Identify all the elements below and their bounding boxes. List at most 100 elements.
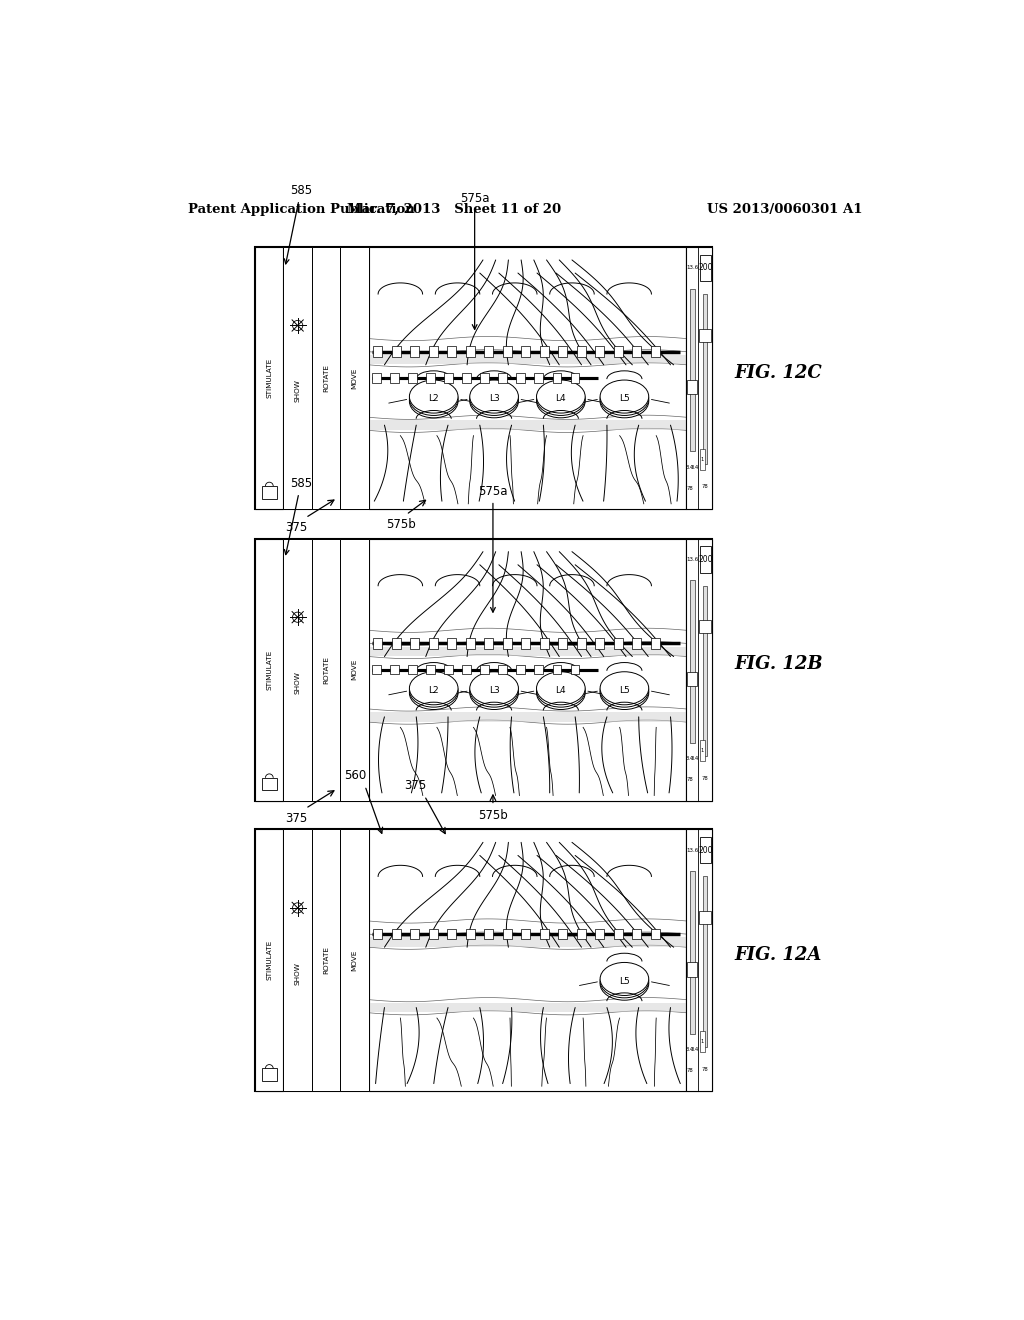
Bar (374, 346, 382, 356)
Bar (690, 581, 694, 743)
Text: 1: 1 (700, 1039, 703, 1044)
Bar (429, 638, 438, 648)
Ellipse shape (410, 384, 458, 418)
Ellipse shape (410, 383, 458, 416)
Bar (429, 346, 438, 356)
Ellipse shape (537, 380, 585, 413)
Ellipse shape (600, 672, 649, 705)
Ellipse shape (410, 380, 458, 413)
Text: 375: 375 (404, 779, 426, 792)
Bar (426, 374, 435, 383)
Bar (690, 289, 694, 451)
Text: 13.6: 13.6 (686, 847, 698, 853)
Text: ROTATE: ROTATE (323, 656, 329, 684)
Bar (261, 486, 278, 499)
Text: L5: L5 (620, 977, 630, 986)
Bar (521, 638, 530, 648)
Bar (390, 665, 398, 675)
Text: 78: 78 (686, 486, 693, 491)
Bar (614, 346, 623, 356)
Bar (369, 1003, 686, 1012)
Bar (369, 247, 686, 510)
Text: STIMULATE: STIMULATE (266, 358, 272, 399)
Bar (558, 346, 567, 356)
Ellipse shape (600, 965, 649, 998)
Bar (499, 374, 507, 383)
Text: 78: 78 (686, 777, 693, 783)
Bar (687, 380, 697, 395)
Bar (699, 255, 711, 281)
Text: 200: 200 (698, 554, 713, 564)
Bar (426, 665, 435, 675)
Text: Mar. 7, 2013   Sheet 11 of 20: Mar. 7, 2013 Sheet 11 of 20 (347, 203, 561, 216)
Text: ROTATE: ROTATE (323, 946, 329, 974)
Ellipse shape (470, 384, 518, 418)
Text: Patent Application Publication: Patent Application Publication (188, 203, 415, 216)
Text: 585: 585 (285, 477, 312, 554)
Text: SHOW: SHOW (295, 380, 301, 403)
Bar (374, 929, 382, 940)
Bar (411, 638, 420, 648)
Text: 375: 375 (285, 521, 307, 533)
Bar (577, 638, 586, 648)
Text: 575a: 575a (478, 484, 508, 612)
Bar (284, 539, 312, 801)
Text: L3: L3 (488, 686, 500, 696)
Bar (516, 374, 525, 383)
Bar (480, 665, 489, 675)
Bar (372, 665, 381, 675)
Ellipse shape (537, 384, 585, 418)
Bar (255, 539, 284, 801)
Ellipse shape (600, 962, 649, 995)
Bar (261, 1068, 278, 1081)
Bar (255, 829, 284, 1092)
Bar (503, 638, 512, 648)
Bar (390, 374, 398, 383)
Bar (699, 449, 705, 470)
Bar (699, 1031, 705, 1052)
Text: 1: 1 (700, 748, 703, 754)
Bar (480, 374, 489, 383)
Bar (535, 374, 544, 383)
Text: 78: 78 (701, 1067, 709, 1072)
Bar (372, 374, 381, 383)
Bar (651, 346, 659, 356)
Bar (687, 962, 697, 977)
Bar (540, 346, 549, 356)
Text: 575b: 575b (387, 517, 417, 531)
Text: 1: 1 (700, 457, 703, 462)
Bar (369, 421, 686, 430)
Bar (444, 665, 453, 675)
Bar (703, 294, 708, 465)
Bar (595, 929, 604, 940)
Ellipse shape (600, 676, 649, 710)
Bar (521, 346, 530, 356)
Text: SHOW: SHOW (295, 672, 301, 694)
Bar (503, 929, 512, 940)
Bar (255, 247, 284, 510)
Text: 575a: 575a (460, 191, 489, 330)
Bar (466, 638, 475, 648)
Bar (369, 539, 686, 801)
Text: L5: L5 (620, 395, 630, 404)
Bar (570, 374, 580, 383)
Ellipse shape (410, 675, 458, 708)
Text: MOVE: MOVE (351, 949, 357, 972)
Text: MOVE: MOVE (351, 659, 357, 680)
Bar (577, 346, 586, 356)
Bar (255, 247, 713, 510)
Ellipse shape (600, 380, 649, 413)
Bar (540, 929, 549, 940)
Bar (374, 638, 382, 648)
Bar (369, 247, 686, 510)
Bar (577, 929, 586, 940)
Ellipse shape (470, 675, 518, 708)
Bar (484, 929, 494, 940)
Text: 13.6: 13.6 (686, 265, 698, 271)
Bar (553, 665, 561, 675)
Bar (340, 829, 369, 1092)
Bar (570, 665, 580, 675)
Bar (261, 777, 278, 791)
Bar (484, 638, 494, 648)
Text: 200: 200 (698, 846, 713, 855)
